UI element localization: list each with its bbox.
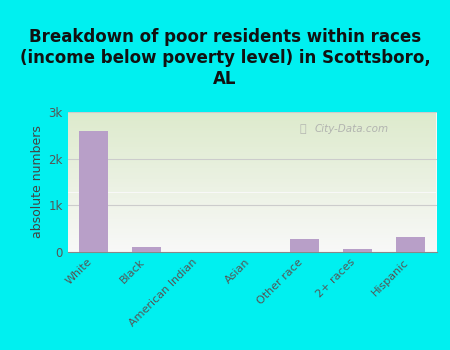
Bar (68, 136, 436, 138)
Bar (68, 154, 436, 156)
Bar (68, 175, 436, 177)
Bar (68, 147, 436, 149)
Bar (79, 131, 108, 252)
Bar (68, 247, 436, 248)
Bar (68, 124, 436, 126)
Bar (68, 186, 436, 187)
Bar (68, 224, 436, 226)
Bar (68, 215, 436, 217)
Bar (68, 133, 436, 135)
Bar (68, 168, 436, 170)
Bar (68, 128, 436, 130)
Bar (68, 210, 436, 212)
Bar (68, 248, 436, 250)
Bar (68, 156, 436, 158)
Bar (68, 182, 436, 184)
Bar (68, 222, 436, 224)
Bar (68, 170, 436, 172)
Bar (68, 126, 436, 128)
Bar (68, 172, 436, 173)
Bar (68, 205, 436, 206)
Text: ⓘ: ⓘ (300, 124, 306, 134)
Bar (68, 194, 436, 196)
Bar (68, 135, 436, 136)
Bar (68, 122, 436, 124)
Bar (68, 164, 436, 166)
Text: City-Data.com: City-Data.com (315, 124, 389, 134)
Bar (68, 114, 436, 116)
Bar (68, 189, 436, 191)
Bar (68, 187, 436, 189)
Bar (132, 247, 161, 252)
Bar (290, 239, 319, 252)
Bar (68, 220, 436, 222)
Bar (68, 236, 436, 238)
Bar (68, 231, 436, 233)
Bar (68, 142, 436, 143)
Bar (68, 245, 436, 247)
Bar (68, 117, 436, 119)
Bar (68, 226, 436, 228)
Bar (68, 241, 436, 243)
Bar (68, 196, 436, 198)
Bar (68, 184, 436, 186)
Bar (68, 240, 436, 242)
Bar (68, 180, 436, 182)
Bar (68, 130, 436, 131)
Bar (68, 238, 436, 240)
Bar (68, 112, 436, 114)
Bar (68, 159, 436, 161)
Bar (68, 228, 436, 229)
Bar (68, 161, 436, 163)
Bar (68, 203, 436, 205)
Bar (68, 201, 436, 203)
Bar (68, 214, 436, 215)
Bar (68, 131, 436, 133)
Bar (68, 233, 436, 234)
Bar (68, 149, 436, 150)
Bar (68, 219, 436, 220)
Bar (68, 199, 436, 201)
Bar (68, 250, 436, 252)
Bar (68, 144, 436, 145)
Bar (68, 191, 436, 192)
Bar (343, 249, 372, 252)
Bar (68, 178, 436, 180)
Bar (68, 158, 436, 159)
Text: Breakdown of poor residents within races
(income below poverty level) in Scottsb: Breakdown of poor residents within races… (20, 28, 430, 88)
Bar (68, 177, 436, 178)
Bar (68, 116, 436, 117)
Bar (68, 163, 436, 164)
Bar (68, 138, 436, 140)
Bar (68, 212, 436, 214)
Bar (68, 208, 436, 210)
Bar (396, 237, 425, 252)
Bar (68, 140, 436, 142)
Bar (68, 166, 436, 168)
Bar (68, 234, 436, 236)
Bar (68, 173, 436, 175)
Bar (68, 206, 436, 208)
Bar (68, 229, 436, 231)
Bar (68, 150, 436, 152)
Bar (68, 198, 436, 199)
Bar (68, 152, 436, 154)
Bar (68, 145, 436, 147)
Y-axis label: absolute numbers: absolute numbers (31, 126, 44, 238)
Bar (68, 193, 436, 194)
Bar (68, 121, 436, 122)
Bar (68, 243, 436, 245)
Bar (68, 119, 436, 121)
Bar (68, 217, 436, 219)
